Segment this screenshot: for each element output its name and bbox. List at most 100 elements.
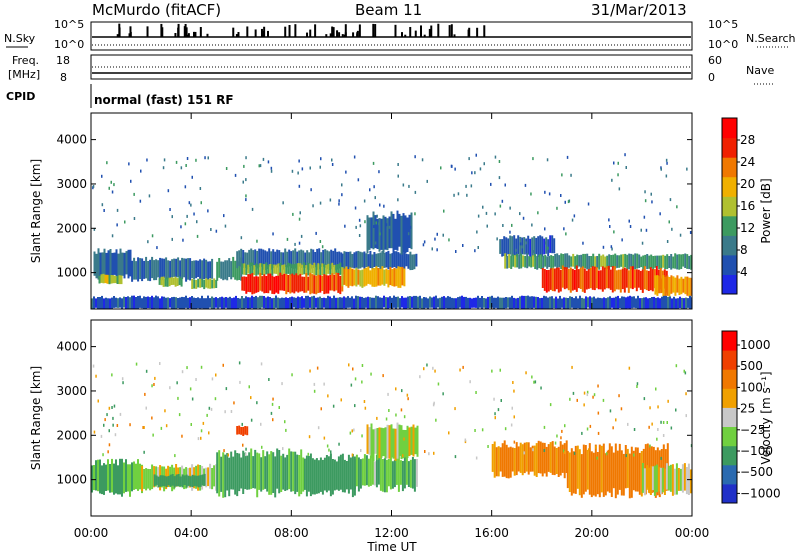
power-plot-speckle	[167, 189, 170, 193]
velocity-plot-speckle	[660, 420, 662, 424]
velocity-plot-region-9-cell	[636, 447, 639, 492]
velocity-plot-speckle	[260, 362, 263, 366]
power-plot-region-16-cell	[535, 296, 537, 309]
power-plot-region-13-cell	[592, 253, 595, 267]
power-plot-region-7-cell	[275, 264, 278, 274]
power-plot-region-12-cell	[553, 238, 556, 254]
power-plot-region-14-cell	[595, 267, 598, 289]
power-plot-region-7-cell	[311, 264, 314, 274]
velocity-plot-region-8-cell	[543, 442, 546, 474]
power-plot-region-16-cell	[177, 298, 179, 309]
station-title: McMurdo (fitACF)	[92, 1, 221, 19]
power-plot-region-16-cell	[199, 298, 201, 309]
power-plot-region-3-cell	[176, 278, 179, 286]
power-plot-region-2-cell	[133, 257, 136, 280]
velocity-plot-region-4-cell	[329, 453, 332, 497]
power-plot-region-2-cell	[193, 260, 196, 280]
power-plot-region-6-cell	[272, 249, 275, 269]
velocity-plot-speckle	[683, 369, 685, 373]
power-plot-speckle	[101, 174, 103, 178]
velocity-plot-region-9-cell	[604, 453, 607, 496]
velocity-plot-speckle	[499, 368, 501, 372]
power-plot-region-16-cell	[467, 297, 469, 309]
power-plot-region-7-cell	[287, 262, 290, 274]
velocity-plot-region-3-cell	[280, 455, 283, 492]
power-plot-region-16-cell	[227, 297, 229, 309]
power-plot-region-14-cell	[631, 266, 634, 290]
velocity-plot-region-3-cell	[296, 454, 299, 492]
velocity-plot-region-1-cell	[147, 468, 150, 489]
power-plot-speckle	[466, 193, 468, 197]
power-plot-region-15-cell	[658, 275, 661, 294]
power-plot-region-5-cell	[222, 261, 225, 281]
velocity-plot-speckle	[475, 456, 478, 460]
power-plot-region-2-cell	[159, 257, 162, 281]
power-plot-region-13-cell	[580, 254, 583, 268]
power-plot-region-7-cell	[313, 262, 316, 276]
power-plot-speckle	[613, 161, 615, 165]
power-plot-speckle	[448, 238, 450, 242]
velocity-plot-region-0-cell	[117, 465, 119, 495]
power-plot-region-5-cell	[224, 260, 227, 280]
power-plot-region-16-cell	[259, 295, 261, 309]
power-plot-region-16-cell	[363, 297, 365, 309]
velocity-plot-region-9-cell	[620, 450, 623, 496]
velocity-plot-speckle	[583, 391, 586, 395]
power-plot-region-16-cell	[213, 297, 215, 309]
power-plot-region-16-cell	[369, 297, 371, 309]
velocity-plot-region-5-cell	[381, 459, 384, 492]
power-plot-speckle	[519, 242, 522, 246]
power-plot-region-9-cell	[381, 250, 384, 269]
nsky-label: N.Sky	[4, 32, 36, 45]
power-plot-region-14-cell	[623, 267, 626, 293]
power-plot-region-6-cell	[274, 251, 277, 267]
power-plot-region-13-cell	[644, 254, 647, 267]
power-plot-region-1-cell	[114, 275, 117, 284]
velocity-plot-region-6-cell	[404, 430, 407, 458]
power-plot-region-13-cell	[680, 254, 683, 269]
velocity-plot-region-1-cell	[149, 469, 152, 491]
power-plot-region-16-cell	[581, 297, 583, 309]
power-plot-region-16-cell	[263, 296, 265, 309]
power-plot-region-2-cell	[187, 258, 190, 280]
power-plot-region-4-cell	[191, 278, 194, 289]
power-plot-speckle	[436, 232, 438, 236]
power-plot-speckle	[426, 179, 428, 183]
velocity-plot-speckle	[370, 372, 372, 376]
power-plot-region-8-cell	[333, 274, 336, 292]
power-plot-speckle	[184, 185, 187, 189]
power-plot-speckle	[175, 160, 178, 164]
power-plot-region-14-cell	[613, 266, 616, 292]
power-plot-region-9-cell	[357, 250, 360, 269]
power-plot-region-16-cell	[103, 298, 105, 309]
velocity-plot-speckle	[223, 449, 225, 453]
velocity-plot-speckle	[562, 449, 565, 453]
velocity-plot-speckle	[351, 453, 354, 457]
power-plot-region-9-cell	[341, 253, 344, 267]
velocity-plot-region-8-cell	[549, 442, 552, 473]
velocity-plot-speckle	[402, 454, 404, 458]
power-plot-region-16-cell	[615, 296, 617, 309]
power-plot-region-11-cell	[394, 218, 397, 250]
power-plot-speckle	[490, 182, 492, 186]
power-plot-region-9-cell	[373, 252, 376, 267]
velocity-plot-region-5-cell	[407, 461, 410, 487]
velocity-plot-region-3-cell	[256, 452, 259, 498]
colorbar-swatch	[722, 388, 737, 408]
velocity-plot-region-6-cell	[410, 426, 413, 455]
power-plot-region-9-cell	[375, 253, 378, 270]
power-plot-region-14-cell	[615, 270, 618, 290]
power-plot-region-14-cell	[561, 265, 564, 288]
power-plot-speckle	[286, 237, 289, 241]
power-plot-region-10-cell	[399, 266, 402, 288]
power-plot-region-14-cell	[573, 269, 576, 290]
power-plot-region-14-cell	[579, 267, 582, 289]
power-plot-speckle	[93, 227, 96, 231]
velocity-plot-speckle	[609, 409, 612, 413]
velocity-plot-speckle	[353, 428, 355, 432]
velocity-plot-speckle	[113, 404, 116, 408]
power-plot-region-16-cell	[439, 297, 441, 309]
power-plot-region-16-cell	[573, 298, 575, 309]
power-plot-region-14-cell	[607, 265, 610, 289]
power-plot-speckle	[509, 230, 511, 234]
